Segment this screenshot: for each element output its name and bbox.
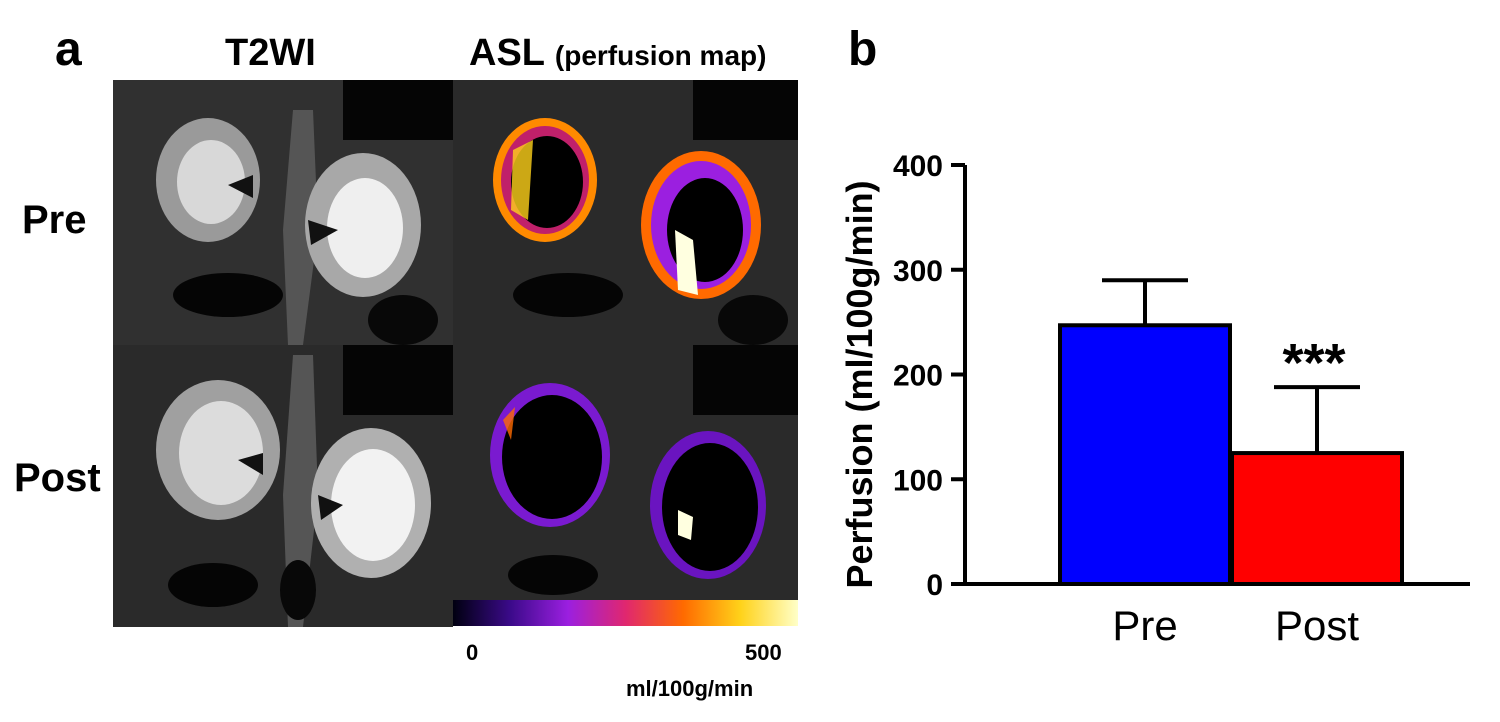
y-tick-label: 200 <box>893 360 943 393</box>
x-tick-label: Post <box>1275 602 1359 649</box>
y-tick-label: 400 <box>893 150 943 183</box>
mri-asl-pre-image <box>453 80 798 345</box>
colorbar-unit-label: ml/100g/min <box>626 676 754 701</box>
row-heading-post: Post <box>14 456 101 500</box>
y-tick-label: 300 <box>893 255 943 288</box>
mri-asl-post-image <box>453 345 798 600</box>
y-tick-label: 0 <box>926 569 943 602</box>
colorbar-min-label: 0 <box>466 640 479 665</box>
mri-t2wi-post-image <box>113 345 453 627</box>
column-heading-asl: ASL (perfusion map) <box>469 32 766 75</box>
column-heading-t2wi: T2WI <box>225 32 316 74</box>
panel-b-letter: b <box>848 23 878 76</box>
x-tick-label: Pre <box>1112 602 1177 649</box>
row-heading-pre: Pre <box>22 198 87 242</box>
mri-t2wi-pre-image <box>113 80 453 345</box>
bar-pre <box>1058 323 1232 586</box>
y-axis-label: Perfusion (ml/100g/min) <box>839 180 880 588</box>
perfusion-bar-chart: 0 100 200 300 400 Perfusion (ml/100g/min) Pre P… <box>839 150 1470 649</box>
column-heading-asl-main: ASL <box>469 32 545 74</box>
panel-a-letter: a <box>55 23 82 76</box>
column-heading-asl-sub: (perfusion map) <box>554 40 767 71</box>
perfusion-colorbar <box>453 600 798 626</box>
significance-annotation: *** <box>1282 333 1345 393</box>
bar-post <box>1230 451 1404 586</box>
colorbar-max-label: 500 <box>745 640 782 665</box>
y-tick-label: 100 <box>893 464 943 497</box>
